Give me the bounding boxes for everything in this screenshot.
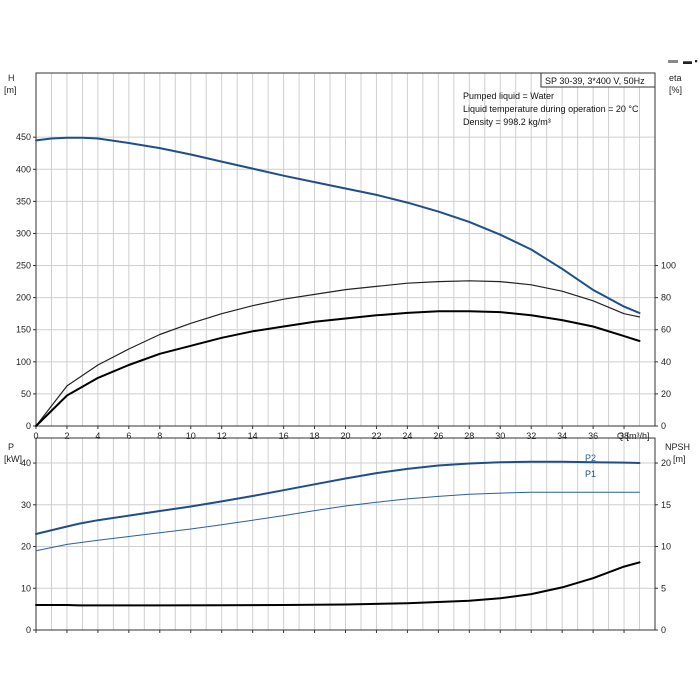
head-efficiency-chart: 0 50 100 150 200 250 300 350 400 450 0 20 40 60 80 100 0… xyxy=(4,72,682,441)
x-tick-label: 30 xyxy=(495,431,505,441)
series-label-p1: P1 xyxy=(585,469,596,479)
power-npsh-chart: 0 10 20 30 40 0 5 10 15 20 P [kW] NPSH [m] P1 P2 xyxy=(4,437,690,635)
left-tick-label: 400 xyxy=(16,164,31,174)
left-tick-label: 20 xyxy=(21,542,31,552)
left-tick-label: 450 xyxy=(16,132,31,142)
left-tick-label: 10 xyxy=(21,583,31,593)
top-series xyxy=(35,136,641,427)
top-left-axis-label: H xyxy=(8,73,15,83)
info-box-title: SP 30-39, 3*400 V, 50Hz xyxy=(545,76,645,86)
top-series-0-line xyxy=(35,136,641,314)
right-tick-label: 20 xyxy=(661,389,671,399)
info-line-1: Pumped liquid = Water xyxy=(463,91,554,101)
bottom-series xyxy=(35,460,641,607)
bottom-grid xyxy=(35,437,656,631)
x-tick-label: 22 xyxy=(371,431,381,441)
series-label-p2: P2 xyxy=(585,453,596,463)
x-tick-label: 28 xyxy=(464,431,474,441)
p2-line xyxy=(35,491,640,552)
left-tick-label: 0 xyxy=(26,421,31,431)
x-tick-label: 10 xyxy=(186,431,196,441)
left-tick-label: 300 xyxy=(16,228,31,238)
legend-marks: ▬ ▪ ¹ xyxy=(668,56,700,66)
right-tick-label: 10 xyxy=(661,542,671,552)
x-tick-label: 24 xyxy=(402,431,412,441)
x-tick-label: 14 xyxy=(248,431,258,441)
right-tick-label: 80 xyxy=(661,293,671,303)
right-tick-label: 20 xyxy=(661,458,671,468)
right-tick-label: 5 xyxy=(661,583,666,593)
right-tick-label: 40 xyxy=(661,357,671,367)
x-tick-label: 38 xyxy=(619,431,629,441)
x-tick-label: 0 xyxy=(33,431,38,441)
left-tick-label: 100 xyxy=(16,357,31,367)
info-box-title-frame xyxy=(540,72,656,88)
info-line-2: Liquid temperature during operation = 20… xyxy=(463,104,639,114)
bottom-right-axis-unit: [m] xyxy=(673,454,686,464)
right-tick-label: 0 xyxy=(661,421,666,431)
right-tick-label: 15 xyxy=(661,500,671,510)
bottom-left-axis-label: P xyxy=(8,442,14,452)
left-tick-label: 50 xyxy=(21,389,31,399)
x-tick-label: 16 xyxy=(279,431,289,441)
left-tick-label: 250 xyxy=(16,261,31,271)
x-tick-label: 36 xyxy=(588,431,598,441)
x-tick-label: 12 xyxy=(217,431,227,441)
top-series-1-line xyxy=(35,280,641,427)
left-tick-label: 350 xyxy=(16,196,31,206)
x-tick-label: 8 xyxy=(157,431,162,441)
p1-line xyxy=(35,460,641,535)
x-tick-label: 2 xyxy=(64,431,69,441)
left-tick-label: 200 xyxy=(16,293,31,303)
top-right-axis-label: eta xyxy=(669,73,682,83)
left-tick-label: 40 xyxy=(21,458,31,468)
x-tick-label: 20 xyxy=(340,431,350,441)
top-left-axis-unit: [m] xyxy=(4,85,17,95)
top-grid xyxy=(35,72,656,427)
right-tick-label: 60 xyxy=(661,325,671,335)
x-tick-label: 34 xyxy=(557,431,567,441)
right-tick-label: 0 xyxy=(661,625,666,635)
x-tick-label: 26 xyxy=(433,431,443,441)
info-line-3: Density = 998.2 kg/m³ xyxy=(463,117,551,127)
x-tick-label: 4 xyxy=(95,431,100,441)
right-tick-label: 100 xyxy=(661,261,676,271)
bottom-series-2-line xyxy=(35,561,641,607)
legend-mark-text: ▬ ▪ ¹ xyxy=(683,56,700,66)
top-series-2-line xyxy=(35,310,641,427)
info-box: SP 30-39, 3*400 V, 50Hz Pumped liquid = … xyxy=(463,72,656,127)
bottom-right-axis-label: NPSH xyxy=(665,442,690,452)
legend-mark-1 xyxy=(668,60,678,63)
x-tick-label: 6 xyxy=(126,431,131,441)
x-axis-label: Q [m³/h] xyxy=(617,431,650,441)
x-tick-label: 18 xyxy=(310,431,320,441)
top-right-axis-unit: [%] xyxy=(669,85,682,95)
bottom-axis-ticks: 0 10 20 30 40 0 5 10 15 20 xyxy=(21,458,671,635)
left-tick-label: 30 xyxy=(21,500,31,510)
x-tick-label: 32 xyxy=(526,431,536,441)
left-tick-label: 0 xyxy=(26,625,31,635)
left-tick-label: 150 xyxy=(16,325,31,335)
bottom-left-axis-unit: [kW] xyxy=(4,454,22,464)
top-axis-ticks: 0 50 100 150 200 250 300 350 400 450 0 20 40 60 80 100 0… xyxy=(16,132,676,441)
